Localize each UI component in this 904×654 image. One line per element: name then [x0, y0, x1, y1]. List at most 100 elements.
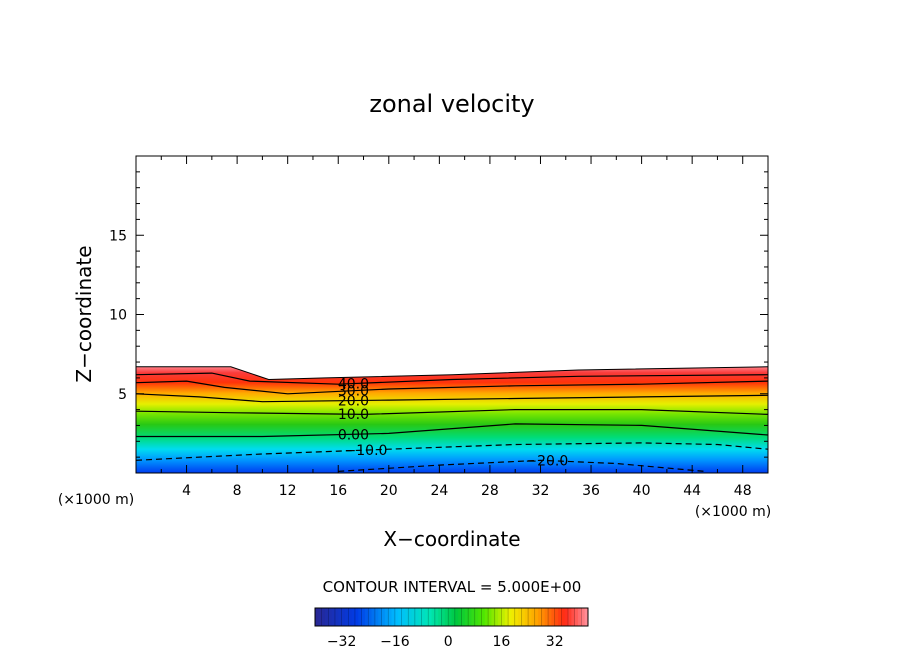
colorbar-cell	[501, 608, 506, 626]
colorbar-cell	[414, 608, 419, 626]
colorbar-cell	[504, 608, 509, 626]
contour-label: 30.0	[338, 384, 369, 400]
colorbar-tick-label: 16	[492, 634, 510, 650]
colorbar-cell	[421, 608, 426, 626]
colorbar-cell	[561, 608, 566, 626]
colorbar-cell	[498, 608, 502, 626]
colorbar-cell	[348, 608, 353, 626]
colorbar-cell	[451, 608, 456, 626]
colorbar-cell	[554, 608, 559, 626]
colorbar-cell	[444, 608, 449, 626]
colorbar-cell	[458, 608, 462, 626]
x-tick-label: 8	[233, 483, 242, 499]
colorbar-cell	[494, 608, 499, 626]
contour-line	[136, 380, 768, 395]
colorbar-cell	[318, 608, 323, 626]
colorbar-cell	[354, 608, 359, 626]
plot-area: 40.030.020.010.00.00−10.0−20.0 4 8 12 16 20 2…	[109, 155, 769, 499]
contour-labels: 40.030.020.010.0 0.00−10.0 −20.0	[338, 377, 568, 470]
colorbar: −32 −16 0 16 32	[314, 607, 589, 650]
x-unit-right: (×1000 m)	[695, 504, 771, 520]
colorbar-cell	[488, 608, 492, 626]
colorbar-cell	[571, 608, 576, 626]
contour-label: −20.0	[525, 454, 568, 470]
colorbar-cell	[391, 608, 396, 626]
colorbar-cell	[581, 608, 586, 626]
contour-line	[136, 393, 768, 403]
colorbar-cell	[331, 608, 336, 626]
colorbar-tick-label: 0	[444, 634, 453, 650]
colorbar-cell	[441, 608, 446, 626]
colorbar-cell	[321, 608, 326, 626]
colorbar-cell	[388, 608, 393, 626]
colorbar-tick-label: 32	[546, 634, 564, 650]
colorbar-cell	[328, 608, 333, 626]
colorbar-cell	[371, 608, 376, 626]
colorbar-cell	[338, 608, 343, 626]
colorbar-cell	[374, 608, 379, 626]
x-tick-label: 16	[329, 483, 347, 499]
colorbar-cell	[411, 608, 416, 626]
colorbar-cell	[315, 608, 319, 626]
colorbar-cell	[424, 608, 429, 626]
colorbar-cell	[564, 608, 569, 626]
contour-line	[136, 409, 768, 416]
colorbar-cell	[461, 608, 466, 626]
colorbar-cell	[544, 608, 549, 626]
colorbar-cell	[418, 608, 423, 626]
contour-label: 40.0	[338, 377, 369, 393]
colorbar-cell	[361, 608, 366, 626]
x-tick-label: 28	[481, 483, 499, 499]
contour-line	[136, 442, 768, 461]
x-tick-label: 12	[279, 483, 297, 499]
colorbar-cell	[574, 608, 579, 626]
colorbar-cell	[358, 608, 363, 626]
colorbar-cell	[464, 608, 469, 626]
colorbar-cell	[521, 608, 526, 626]
x-tick-label: 40	[633, 483, 651, 499]
colorbar-cell	[514, 608, 519, 626]
colorbar-cell	[431, 608, 436, 626]
colorbar-cell	[491, 608, 496, 626]
colorbar-cell	[558, 608, 562, 626]
colorbar-cell	[398, 608, 403, 626]
colorbar-cell	[428, 608, 433, 626]
contour-line	[136, 423, 768, 438]
x-axis-ticks: 4 8 12 16 20 24 28 32 36 40 44 48	[135, 156, 769, 499]
colorbar-cell	[484, 608, 489, 626]
colorbar-cell	[524, 608, 529, 626]
colorbar-cell	[548, 608, 552, 626]
colorbar-tick-label: −16	[380, 634, 410, 650]
colorbar-cell	[551, 608, 556, 626]
colorbar-cell	[534, 608, 539, 626]
x-axis-label: X−coordinate	[383, 527, 520, 551]
colorbar-cell	[404, 608, 409, 626]
colorbar-cell	[364, 608, 369, 626]
colorbar-cell	[468, 608, 472, 626]
colorbar-frame	[314, 607, 589, 627]
chart-title: zonal velocity	[369, 90, 534, 118]
x-tick-label: 36	[582, 483, 600, 499]
colorbar-cell	[434, 608, 439, 626]
colorbar-cell	[578, 608, 582, 626]
contour-label: 20.0	[338, 394, 369, 410]
colorbar-cell	[541, 608, 546, 626]
colorbar-tick-label: −32	[327, 634, 357, 650]
contour-label: −10.0	[345, 443, 388, 459]
colorbar-cell	[531, 608, 536, 626]
colorbar-cell	[401, 608, 406, 626]
colorbar-cell	[368, 608, 373, 626]
colorbar-cell	[378, 608, 383, 626]
colorbar-cell	[381, 608, 386, 626]
y-axis-ticks: 5 10 15	[109, 171, 768, 474]
colorbar-cell	[454, 608, 459, 626]
colorbar-cell	[478, 608, 482, 626]
colorbar-cell	[438, 608, 443, 626]
x-tick-label: 20	[380, 483, 398, 499]
y-tick-label: 5	[118, 387, 127, 403]
colorbar-cell	[538, 608, 542, 626]
contour-label: 0.00	[338, 427, 369, 443]
colorbar-cell	[568, 608, 572, 626]
contour-line	[338, 459, 705, 472]
colorbar-cell	[508, 608, 512, 626]
